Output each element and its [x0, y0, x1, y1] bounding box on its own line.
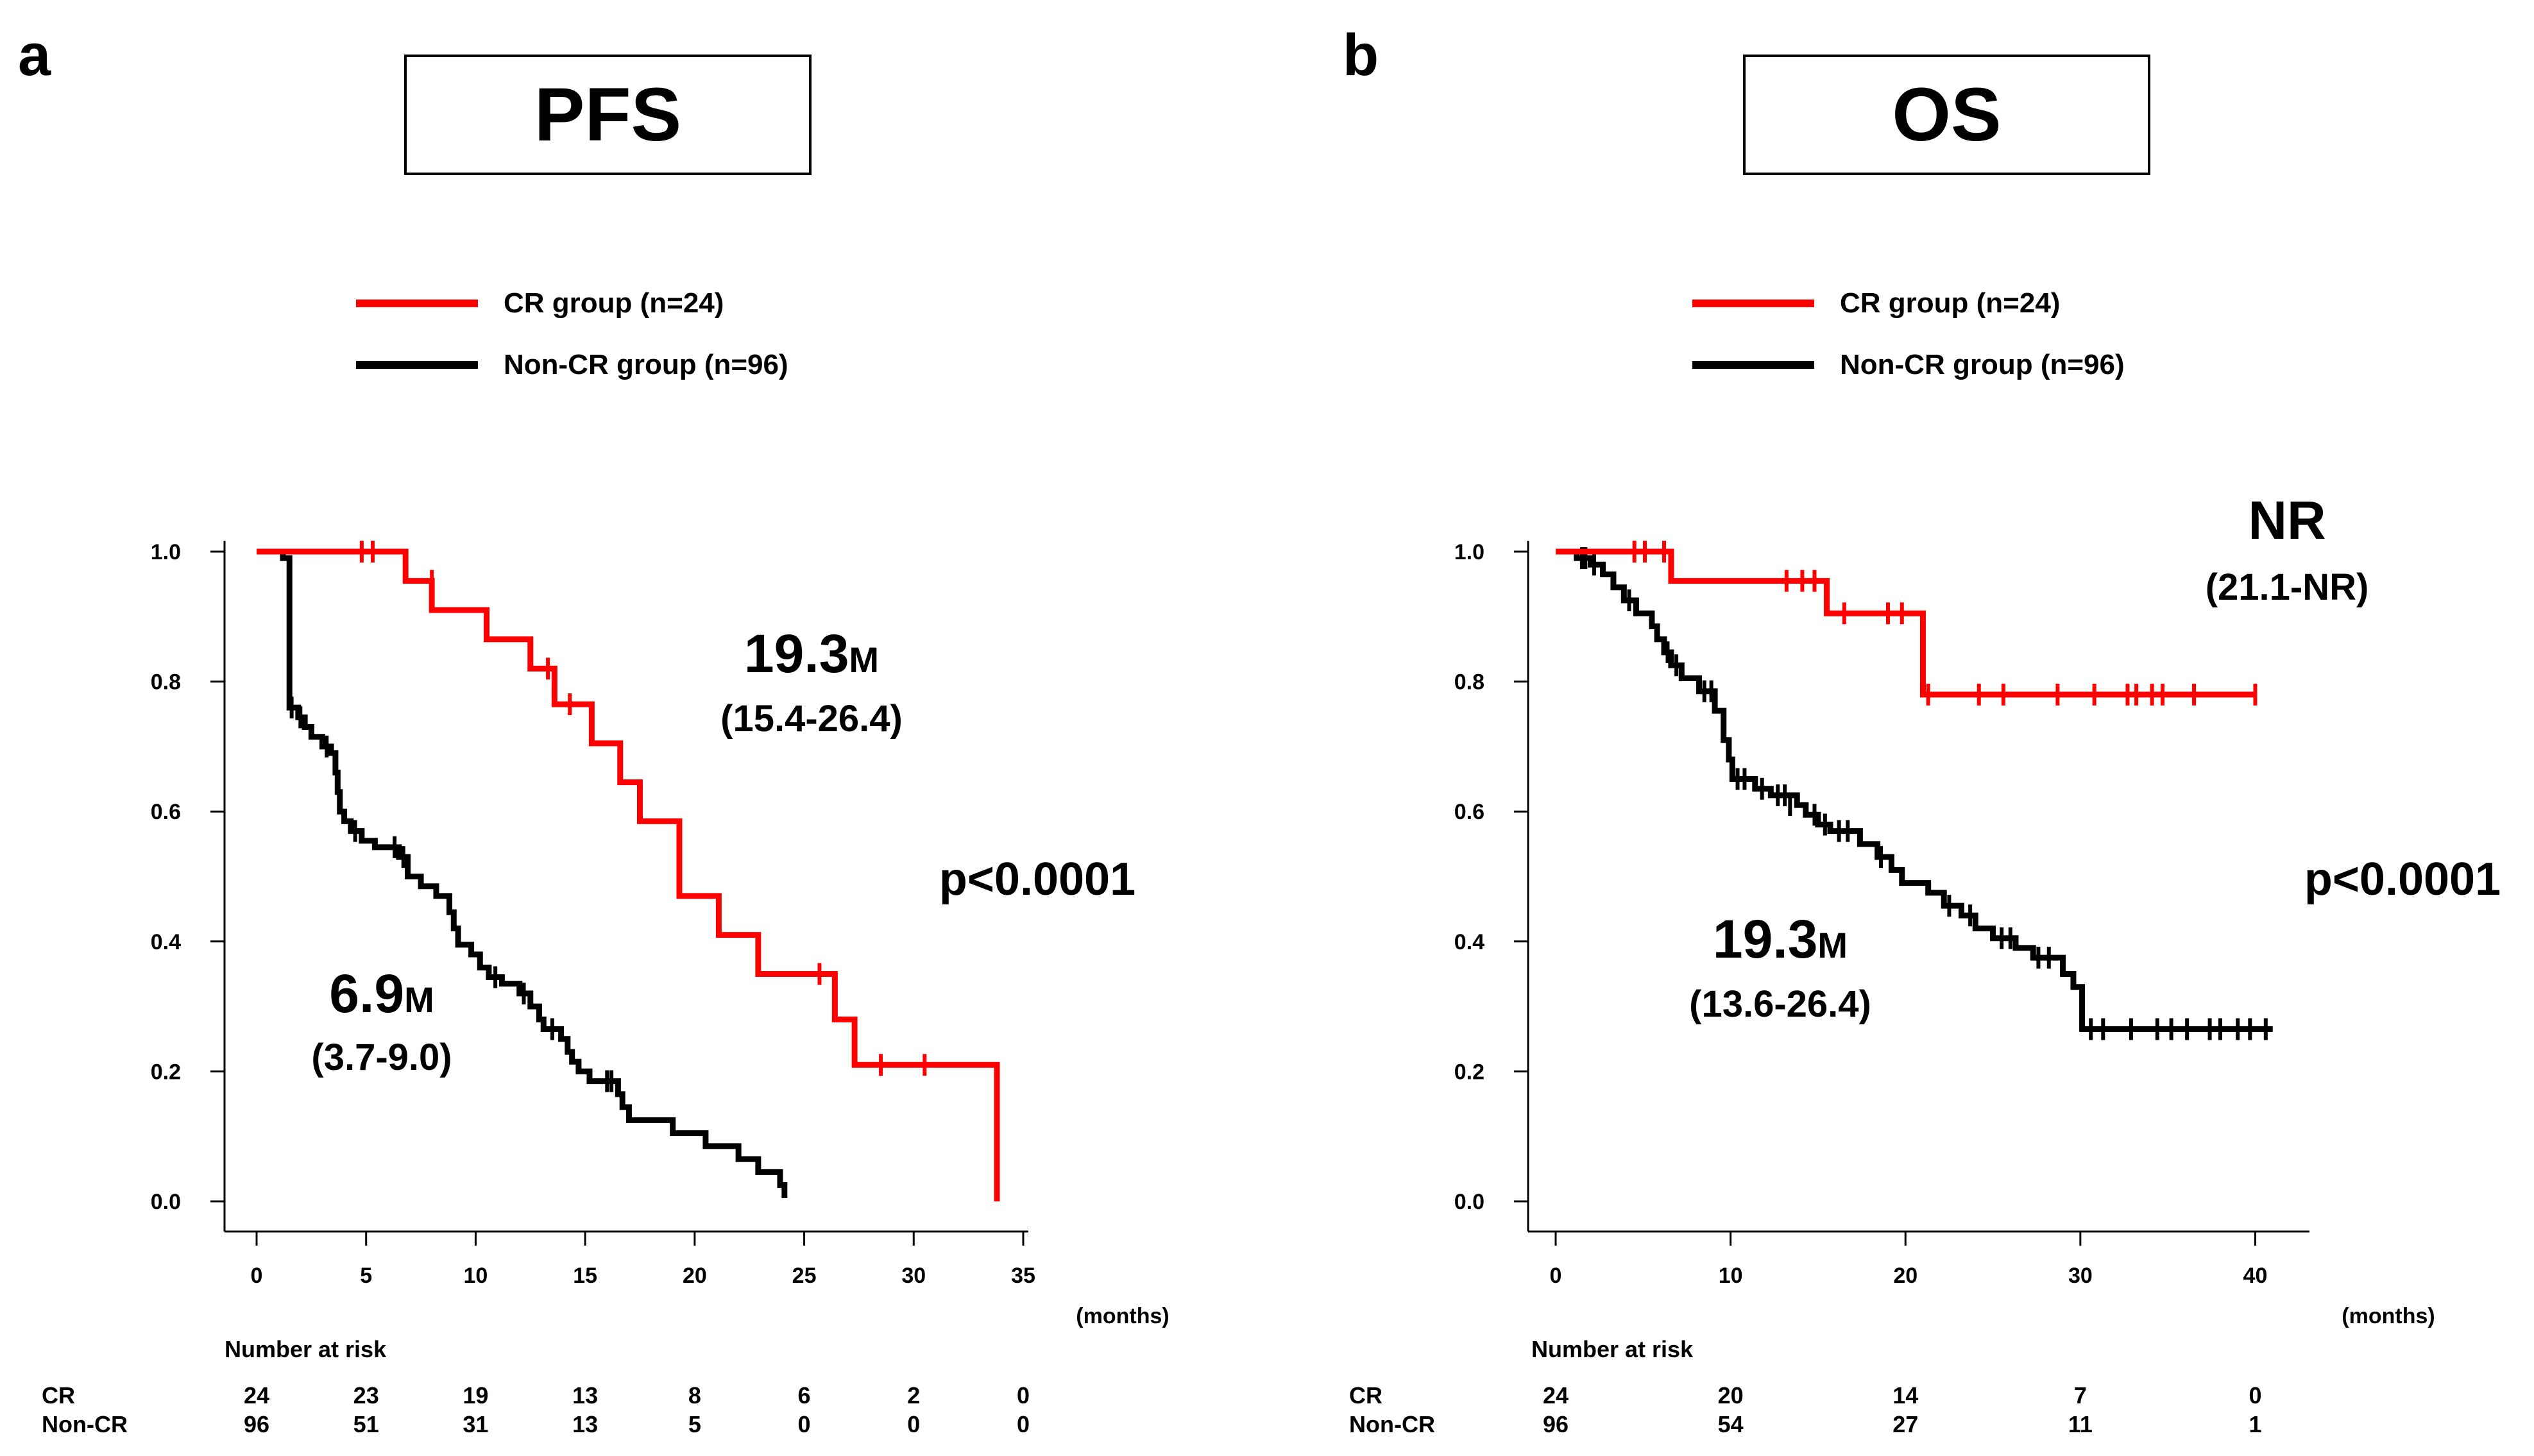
panel-letter: b: [1343, 22, 1379, 88]
risk-count: 54: [1717, 1411, 1744, 1437]
legend-entry-noncr: Non-CR group (n=96): [356, 349, 788, 381]
x-tick-label: 5: [360, 1264, 372, 1288]
cr-median-ci: (15.4-26.4): [720, 698, 903, 740]
risk-count: 5: [688, 1411, 701, 1437]
noncr-median-label: 19.3M: [1713, 909, 1848, 969]
x-tick-label: 40: [2243, 1264, 2268, 1288]
noncr-median-ci: (3.7-9.0): [311, 1037, 452, 1078]
chart-title-box: OS: [1743, 55, 2150, 175]
risk-count: 11: [2068, 1411, 2093, 1437]
noncr-median-label: 6.9M: [329, 963, 434, 1024]
legend-swatch-noncr: [356, 361, 478, 369]
cr-median-ci: (21.1-NR): [2206, 566, 2369, 608]
chart-title-box: PFS: [404, 55, 812, 175]
risk-count: 23: [353, 1382, 379, 1409]
legend-label-cr: CR group (n=24): [504, 287, 724, 319]
risk-count: 0: [907, 1411, 921, 1437]
x-tick-label: 30: [2068, 1264, 2093, 1288]
y-tick-label: 1.0: [1454, 540, 1484, 564]
risk-count: 96: [243, 1411, 270, 1437]
y-tick-label: 0.6: [151, 800, 181, 824]
risk-count: 1: [2249, 1411, 2262, 1437]
risk-count: 31: [463, 1411, 489, 1437]
legend-label-noncr: Non-CR group (n=96): [1840, 349, 2125, 380]
risk-table-title: Number at risk: [1531, 1336, 1694, 1362]
chart-title: OS: [1892, 72, 2002, 157]
x-tick-label: 35: [1011, 1264, 1035, 1288]
risk-count: 0: [1016, 1411, 1030, 1437]
km-plot-os: 0.00.20.40.60.81.00 10 20 30 40 (months) NR …: [1454, 490, 2501, 1328]
noncr-median-ci: (13.6-26.4): [1689, 983, 1871, 1025]
km-curve-noncr: [257, 548, 788, 1198]
y-tick-label: 0.8: [1454, 670, 1484, 695]
x-tick-label: 0: [251, 1264, 263, 1288]
x-tick-label: 30: [901, 1264, 926, 1288]
risk-count: 0: [2249, 1382, 2262, 1409]
y-tick-label: 0.0: [151, 1190, 181, 1214]
y-tick-label: 0.8: [151, 670, 181, 695]
y-tick-label: 0.6: [1454, 800, 1484, 824]
p-value: p<0.0001: [2304, 854, 2501, 905]
risk-count: 27: [1892, 1411, 1919, 1437]
cr-median-label: NR: [2248, 490, 2326, 550]
legend-entry-noncr: Non-CR group (n=96): [1692, 349, 2125, 381]
panel-b: b OS CR group (n=24) Non-CR group (n=96)…: [1267, 0, 2534, 1456]
y-tick-label: 0.2: [151, 1060, 181, 1084]
risk-row-label-cr: CR: [42, 1382, 75, 1409]
risk-count: 20: [1717, 1382, 1744, 1409]
legend-label-cr: CR group (n=24): [1840, 287, 2061, 319]
km-curve-cr: [257, 548, 1000, 1201]
y-tick-label: 0.4: [1454, 930, 1484, 954]
x-tick-label: 20: [683, 1264, 707, 1288]
risk-count: 0: [797, 1411, 811, 1437]
km-plot-pfs: 0.0 0.2 0.4 0.6 0.8 1.0 0 5 10 15 20 25 30 35 (months…: [151, 540, 1169, 1328]
risk-count: 0: [1016, 1382, 1030, 1409]
p-value: p<0.0001: [939, 854, 1135, 905]
risk-count: 7: [2073, 1382, 2087, 1409]
legend-entry-cr: CR group (n=24): [1692, 287, 2060, 319]
risk-row-label-cr: CR: [1349, 1382, 1382, 1409]
risk-count: 8: [688, 1382, 701, 1409]
panel-a: a PFS CR group (n=24) Non-CR group (n=96…: [18, 22, 1169, 1437]
risk-count: 6: [797, 1382, 811, 1409]
x-tick-label: 10: [1719, 1264, 1743, 1288]
risk-count: 96: [1542, 1411, 1569, 1437]
x-axis-unit-label: (months): [1076, 1304, 1169, 1328]
risk-count: 19: [463, 1382, 489, 1409]
legend-swatch-cr: [1692, 300, 1814, 307]
risk-count: 51: [353, 1411, 379, 1437]
legend-entry-cr: CR group (n=24): [356, 287, 724, 319]
km-curve-noncr: [1556, 548, 2273, 1033]
cr-median-label: 19.3M: [744, 623, 879, 684]
legend-swatch-cr: [356, 300, 478, 307]
risk-count: 13: [572, 1411, 599, 1437]
panel-letter: a: [18, 22, 51, 88]
y-tick-label: 0.4: [151, 930, 181, 954]
risk-row-label-noncr: Non-CR: [42, 1411, 128, 1437]
risk-count: 24: [1542, 1382, 1569, 1409]
x-tick-label: 15: [573, 1264, 597, 1288]
risk-count: 2: [907, 1382, 921, 1409]
x-tick-label: 20: [1893, 1264, 1918, 1288]
risk-count: 13: [572, 1382, 599, 1409]
risk-row-label-noncr: Non-CR: [1349, 1411, 1435, 1437]
x-tick-label: 10: [464, 1264, 488, 1288]
risk-count: 24: [243, 1382, 270, 1409]
legend-swatch-noncr: [1692, 361, 1814, 369]
legend-label-noncr: Non-CR group (n=96): [504, 349, 788, 380]
risk-table-title: Number at risk: [225, 1336, 387, 1362]
x-tick-label: 25: [792, 1264, 817, 1288]
chart-title: PFS: [534, 72, 682, 157]
x-axis-unit-label: (months): [2342, 1304, 2435, 1328]
y-tick-label: 1.0: [151, 540, 181, 564]
y-tick-label: 0.0: [1454, 1190, 1484, 1214]
risk-count: 14: [1892, 1382, 1919, 1409]
km-curve-cr: [1556, 548, 2256, 698]
x-tick-label: 0: [1550, 1264, 1562, 1288]
y-tick-label: 0.2: [1454, 1060, 1484, 1084]
